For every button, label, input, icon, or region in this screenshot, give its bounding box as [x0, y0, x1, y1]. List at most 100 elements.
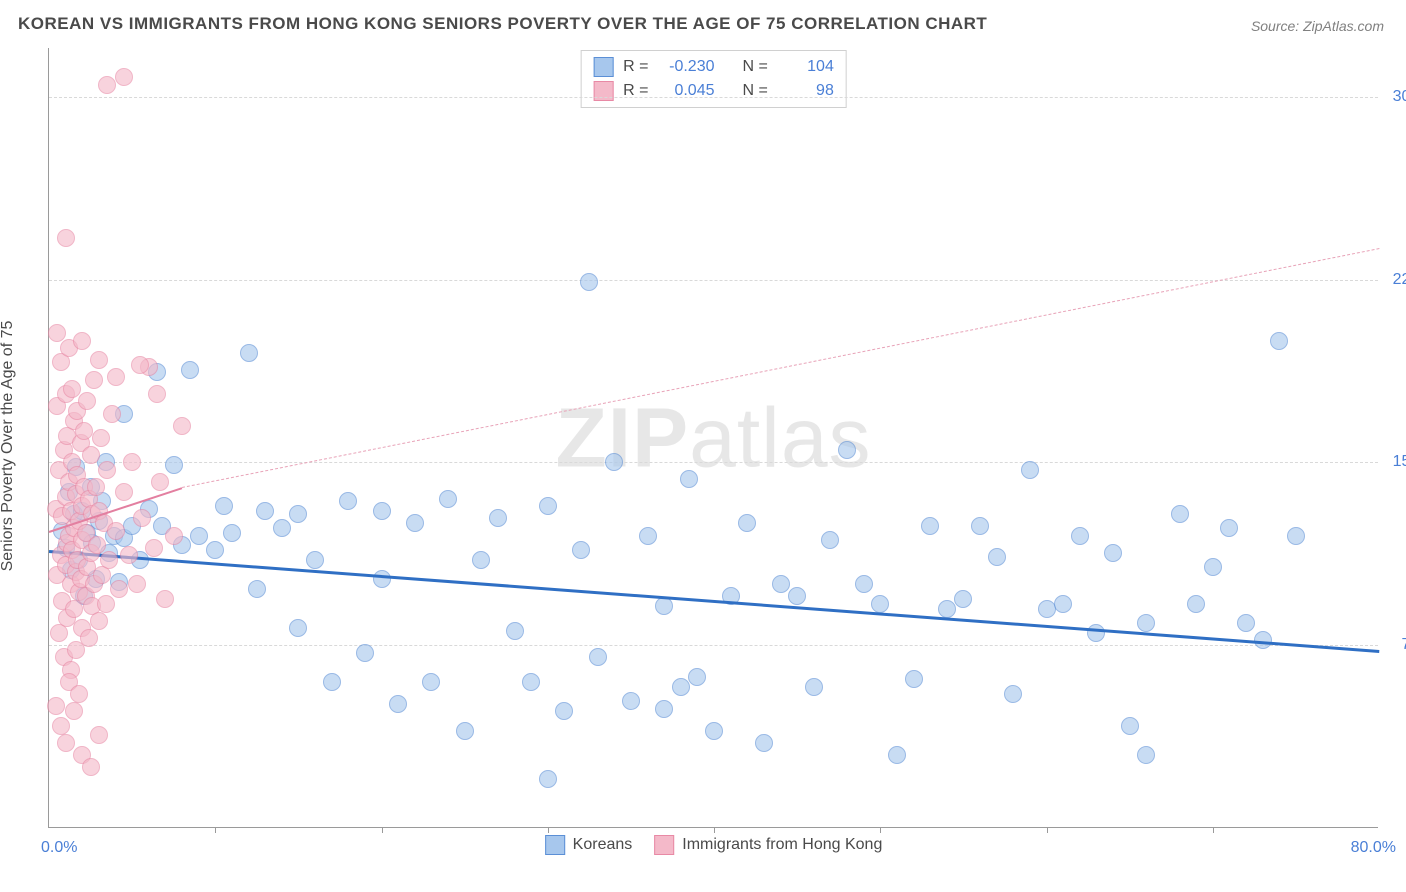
y-tick-label: 15.0% [1383, 453, 1406, 471]
data-point [506, 622, 524, 640]
stat-n-value: 98 [778, 79, 834, 103]
legend-item: Immigrants from Hong Kong [654, 835, 882, 855]
data-point [98, 76, 116, 94]
data-point [1220, 519, 1238, 537]
data-point [107, 368, 125, 386]
data-point [373, 502, 391, 520]
y-tick-label: 30.0% [1383, 88, 1406, 106]
data-point [1021, 461, 1039, 479]
data-point [905, 670, 923, 688]
data-point [555, 702, 573, 720]
data-point [47, 697, 65, 715]
data-point [1137, 614, 1155, 632]
legend-swatch [545, 835, 565, 855]
data-point [406, 514, 424, 532]
data-point [655, 597, 673, 615]
data-point [1121, 717, 1139, 735]
data-point [80, 629, 98, 647]
data-point [92, 429, 110, 447]
data-point [82, 446, 100, 464]
data-point [323, 673, 341, 691]
data-point [1087, 624, 1105, 642]
data-point [75, 422, 93, 440]
data-point [289, 505, 307, 523]
stats-row: R = 0.045 N = 98 [593, 79, 834, 103]
trend-line [49, 550, 1379, 653]
data-point [680, 470, 698, 488]
x-tick [880, 827, 881, 833]
data-point [539, 770, 557, 788]
x-tick [215, 827, 216, 833]
data-point [240, 344, 258, 362]
stat-n-label: N = [743, 79, 768, 103]
data-point [52, 717, 70, 735]
data-point [145, 539, 163, 557]
legend-label: Koreans [573, 836, 633, 854]
data-point [63, 380, 81, 398]
stats-row: R =-0.230N =104 [593, 55, 834, 79]
data-point [256, 502, 274, 520]
data-point [1054, 595, 1072, 613]
data-point [57, 229, 75, 247]
x-axis-max-label: 80.0% [1351, 839, 1396, 857]
legend-label: Immigrants from Hong Kong [682, 836, 882, 854]
data-point [489, 509, 507, 527]
data-point [938, 600, 956, 618]
data-point [339, 492, 357, 510]
data-point [456, 722, 474, 740]
gridline [49, 645, 1378, 646]
data-point [70, 685, 88, 703]
x-tick [1047, 827, 1048, 833]
y-tick-label: 7.5% [1383, 636, 1406, 654]
data-point [356, 644, 374, 662]
data-point [65, 702, 83, 720]
plot-area: ZIPatlas R =-0.230N =104R = 0.045 N = 98 0.… [48, 48, 1378, 828]
data-point [539, 497, 557, 515]
data-point [223, 524, 241, 542]
data-point [57, 734, 75, 752]
data-point [190, 527, 208, 545]
legend-swatch [654, 835, 674, 855]
y-tick-label: 22.5% [1383, 271, 1406, 289]
data-point [772, 575, 790, 593]
stat-r-label: R = [623, 55, 648, 79]
data-point [1270, 332, 1288, 350]
data-point [871, 595, 889, 613]
data-point [522, 673, 540, 691]
gridline [49, 97, 1378, 98]
data-point [1137, 746, 1155, 764]
data-point [788, 587, 806, 605]
stat-r-value: 0.045 [659, 79, 715, 103]
stat-r-label: R = [623, 79, 648, 103]
data-point [120, 546, 138, 564]
data-point [90, 612, 108, 630]
data-point [1004, 685, 1022, 703]
data-point [90, 351, 108, 369]
data-point [589, 648, 607, 666]
data-point [639, 527, 657, 545]
data-point [439, 490, 457, 508]
data-point [572, 541, 590, 559]
bottom-legend: Koreans Immigrants from Hong Kong [545, 835, 883, 855]
data-point [82, 758, 100, 776]
x-tick [382, 827, 383, 833]
data-point [705, 722, 723, 740]
data-point [389, 695, 407, 713]
data-point [97, 595, 115, 613]
data-point [100, 551, 118, 569]
data-point [273, 519, 291, 537]
watermark-thin: atlas [689, 390, 871, 484]
data-point [128, 575, 146, 593]
data-point [85, 371, 103, 389]
data-point [133, 509, 151, 527]
data-point [107, 522, 125, 540]
data-point [921, 517, 939, 535]
data-point [103, 405, 121, 423]
x-tick [714, 827, 715, 833]
data-point [110, 580, 128, 598]
watermark-bold: ZIP [555, 390, 689, 484]
data-point [206, 541, 224, 559]
data-point [954, 590, 972, 608]
x-axis-min-label: 0.0% [41, 839, 77, 857]
data-point [1038, 600, 1056, 618]
